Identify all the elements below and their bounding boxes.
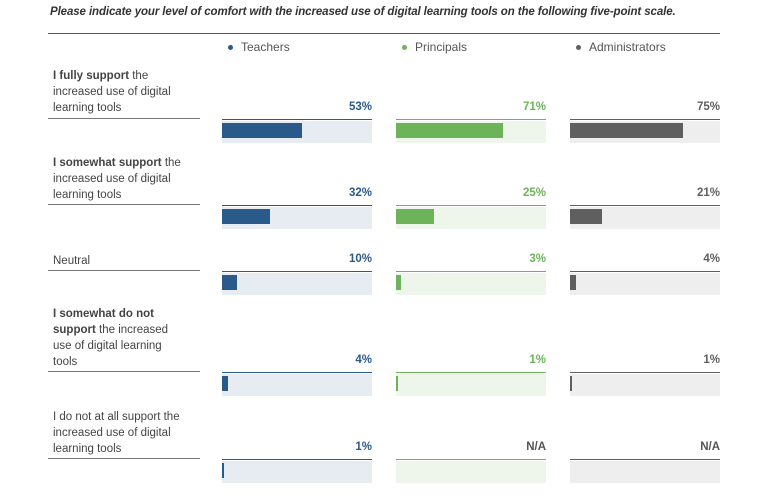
bar-administrators-4 xyxy=(570,376,572,391)
survey-question: Please indicate your level of comfort wi… xyxy=(50,6,676,18)
bar-track-principals-4 xyxy=(396,374,546,396)
cell-rule-administrators-2 xyxy=(570,205,720,206)
cell-rule-teachers-1 xyxy=(222,119,372,120)
bar-track-administrators-2 xyxy=(570,207,720,229)
row-label-3: Neutral xyxy=(53,253,188,269)
cell-rule-teachers-3 xyxy=(222,271,372,272)
row-label-rule-1 xyxy=(48,118,200,119)
row-label-1-text: the increased use of digital learning to… xyxy=(53,70,171,114)
cell-rule-principals-3 xyxy=(396,271,546,272)
data-label-principals-2: 25% xyxy=(522,187,546,199)
data-label-administrators-1: 75% xyxy=(696,101,720,113)
data-label-principals-4: 1% xyxy=(529,354,546,366)
bar-track-principals-1 xyxy=(396,121,546,143)
bar-teachers-3 xyxy=(222,275,237,290)
row-label-rule-2 xyxy=(48,204,200,205)
row-label-4-bold: I somewhat do not support xyxy=(53,308,154,336)
bar-administrators-1 xyxy=(570,123,683,138)
row-label-2: I somewhat support the increased use of … xyxy=(53,155,188,203)
bar-principals-4 xyxy=(396,376,398,391)
row-label-4: I somewhat do not support the increased … xyxy=(53,306,185,370)
bar-track-principals-3 xyxy=(396,273,546,295)
row-label-rule-4 xyxy=(48,371,200,372)
row-label-rule-3 xyxy=(48,270,200,271)
row-label-5-text: I do not at all support the increased us… xyxy=(53,411,180,455)
cell-rule-teachers-4 xyxy=(222,372,372,373)
legend-label-administrators: Administrators xyxy=(589,40,666,54)
legend-administrators: Administrators xyxy=(576,40,666,54)
bar-administrators-2 xyxy=(570,209,602,224)
cell-rule-administrators-3 xyxy=(570,271,720,272)
data-label-teachers-1: 53% xyxy=(348,101,372,113)
legend-principals: Principals xyxy=(402,40,467,54)
row-label-3-text: Neutral xyxy=(53,255,91,267)
bar-teachers-1 xyxy=(222,123,302,138)
legend-dot-administrators xyxy=(576,44,581,50)
bar-principals-3 xyxy=(396,275,401,290)
cell-rule-teachers-2 xyxy=(222,205,372,206)
cell-rule-administrators-4 xyxy=(570,372,720,373)
row-label-rule-5 xyxy=(48,458,200,459)
data-label-administrators-3: 4% xyxy=(703,253,720,265)
legend-dot-principals xyxy=(402,44,407,50)
bar-track-teachers-3 xyxy=(222,273,372,295)
bar-track-administrators-4 xyxy=(570,374,720,396)
bar-track-principals-2 xyxy=(396,207,546,229)
bar-track-administrators-1 xyxy=(570,121,720,143)
bar-track-teachers-5 xyxy=(222,461,372,483)
row-label-4-text: the increased use of digital learning to… xyxy=(53,324,169,368)
data-label-administrators-4: 1% xyxy=(703,354,720,366)
row-label-1-bold: I fully support xyxy=(53,70,130,82)
header-divider xyxy=(48,33,720,34)
row-label-1: I fully support the increased use of dig… xyxy=(53,68,188,116)
bar-teachers-4 xyxy=(222,376,228,391)
data-label-teachers-3: 10% xyxy=(348,253,372,265)
bar-principals-2 xyxy=(396,209,434,224)
bar-track-administrators-5 xyxy=(570,461,720,483)
data-label-teachers-4: 4% xyxy=(355,354,372,366)
cell-rule-teachers-5 xyxy=(222,459,372,460)
bar-track-administrators-3 xyxy=(570,273,720,295)
cell-rule-principals-4 xyxy=(396,372,546,373)
bar-track-teachers-1 xyxy=(222,121,372,143)
legend-teachers: Teachers xyxy=(228,40,290,54)
data-label-teachers-2: 32% xyxy=(348,187,372,199)
data-label-teachers-5: 1% xyxy=(355,441,372,453)
cell-rule-administrators-5 xyxy=(570,459,720,460)
row-label-2-text: the increased use of digital learning to… xyxy=(53,157,181,201)
legend-label-principals: Principals xyxy=(415,40,468,54)
data-label-administrators-5: N/A xyxy=(700,441,720,453)
data-label-administrators-2: 21% xyxy=(696,187,720,199)
bar-principals-1 xyxy=(396,123,503,138)
cell-rule-administrators-1 xyxy=(570,119,720,120)
cell-rule-principals-2 xyxy=(396,205,546,206)
bar-track-principals-5 xyxy=(396,461,546,483)
cell-rule-principals-1 xyxy=(396,119,546,120)
bar-teachers-5 xyxy=(222,463,224,478)
data-label-principals-3: 3% xyxy=(529,253,546,265)
row-label-5: I do not at all support the increased us… xyxy=(53,409,191,457)
row-label-2-bold: I somewhat support xyxy=(53,157,162,169)
bar-track-teachers-2 xyxy=(222,207,372,229)
legend-dot-teachers xyxy=(228,44,233,50)
data-label-principals-5: N/A xyxy=(526,441,546,453)
bar-administrators-3 xyxy=(570,275,576,290)
bar-track-teachers-4 xyxy=(222,374,372,396)
cell-rule-principals-5 xyxy=(396,459,546,460)
data-label-principals-1: 71% xyxy=(522,101,546,113)
legend-label-teachers: Teachers xyxy=(241,40,290,54)
bar-teachers-2 xyxy=(222,209,270,224)
